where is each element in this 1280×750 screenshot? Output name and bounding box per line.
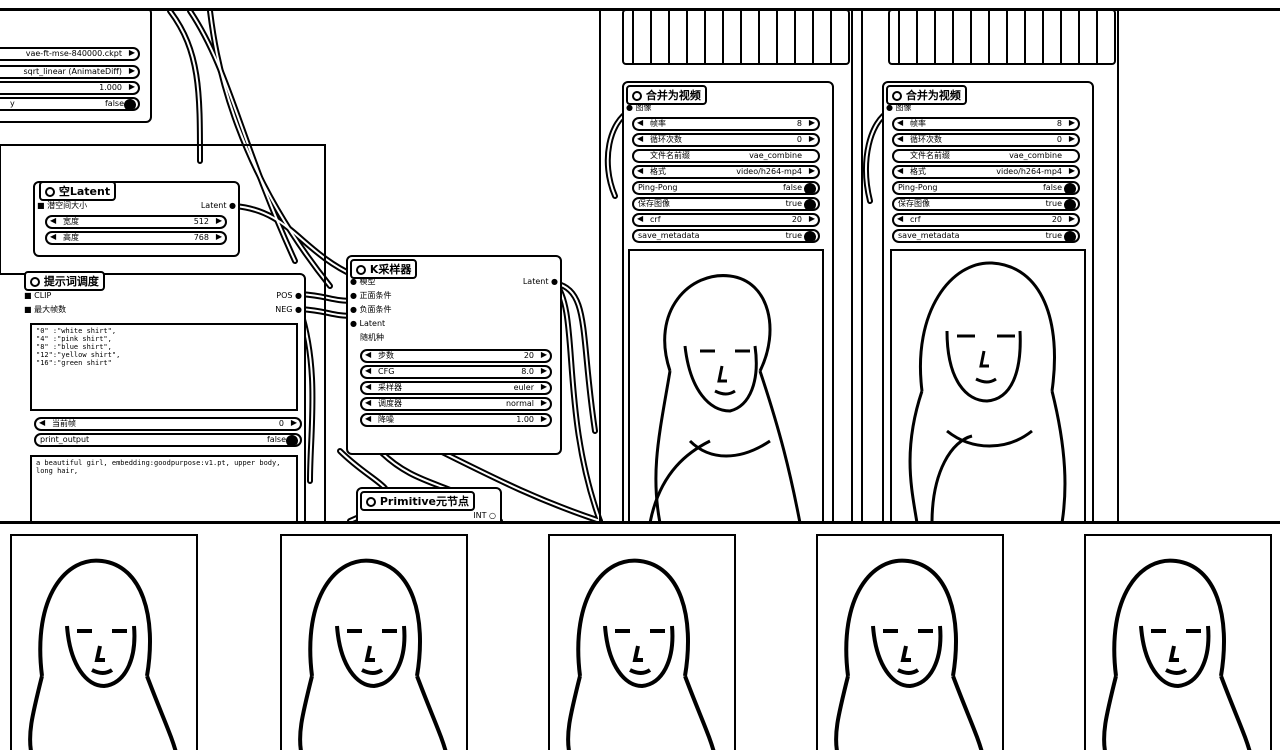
- positive-prompt-textarea[interactable]: a beautiful girl, embedding:goodpurpose:…: [30, 455, 298, 521]
- scheduler-widget[interactable]: ◀ 调度器 normal ▶: [360, 397, 552, 411]
- filename-prefix-widget[interactable]: 文件名前缀 vae_combine: [892, 149, 1080, 163]
- portrait-sketch: [298, 558, 448, 750]
- scale-widget[interactable]: 1.000 ▶: [0, 81, 140, 95]
- crf-widget[interactable]: ◀ crf 20 ▶: [892, 213, 1080, 227]
- positive-input-port[interactable]: ● 正面条件: [350, 291, 392, 300]
- steps-widget[interactable]: ◀ 步数 20 ▶: [360, 349, 552, 363]
- crf-widget[interactable]: ◀ crf 20 ▶: [632, 213, 820, 227]
- toggle-widget[interactable]: y false: [0, 97, 140, 111]
- portrait-sketch: [566, 558, 716, 750]
- clip-input-port[interactable]: ■ CLIP: [24, 291, 52, 300]
- empty-latent-node[interactable]: 空Latent ■ 潜空间大小 Latent ● ◀ 宽度 512 ▶ ◀ 高度 768 ▶: [33, 181, 240, 257]
- vae-name-widget[interactable]: vae-ft-mse-840000.ckpt ▶: [0, 47, 140, 61]
- collapse-dot-icon[interactable]: [632, 91, 642, 101]
- ksampler-node[interactable]: K采样器 ● 模型 ● 正面条件 ● 负面条件 ● Latent 随机种 Lat…: [346, 255, 562, 455]
- collapse-dot-icon[interactable]: [366, 497, 376, 507]
- save-images-toggle[interactable]: 保存图像 true: [632, 197, 820, 211]
- save-metadata-toggle[interactable]: save_metadata true: [632, 229, 820, 243]
- collapse-dot-icon[interactable]: [45, 187, 55, 197]
- save-metadata-toggle[interactable]: save_metadata true: [892, 229, 1080, 243]
- primitive-node[interactable]: Primitive元节点 INT ○: [356, 487, 502, 521]
- video-combine-node-a[interactable]: 合并为视频 ● 图像 ◀ 帧率 8 ▶ ◀ 循环次数 0 ▶ 文件名前缀 vae_combin…: [622, 81, 834, 521]
- frames-strip-b: [888, 11, 1116, 65]
- collapse-dot-icon[interactable]: [30, 277, 40, 287]
- node-title: 空Latent: [39, 181, 117, 201]
- format-widget[interactable]: ◀ 格式 video/h264-mp4 ▶: [632, 165, 820, 179]
- portrait-sketch: [648, 274, 802, 521]
- frame-thumbnail[interactable]: [816, 534, 1004, 750]
- seed-input-port[interactable]: 随机种: [360, 333, 384, 342]
- node-canvas[interactable]: vae-ft-mse-840000.ckpt ▶ sqrt_linear (Ani…: [0, 8, 1280, 524]
- collapse-dot-icon[interactable]: [892, 91, 902, 101]
- node-title: 提示词调度: [24, 271, 105, 291]
- loop-count-widget[interactable]: ◀ 循环次数 0 ▶: [892, 133, 1080, 147]
- frame-thumbnail[interactable]: [10, 534, 198, 750]
- height-widget[interactable]: ◀ 高度 768 ▶: [45, 231, 227, 245]
- filename-prefix-widget[interactable]: 文件名前缀 vae_combine: [632, 149, 820, 163]
- video-preview[interactable]: [628, 249, 824, 521]
- video-preview[interactable]: [890, 249, 1086, 521]
- pos-output-port[interactable]: POS ●: [276, 291, 302, 300]
- prompt-schedule-textarea[interactable]: "0" :"white shirt", "4" :"pink shirt", "…: [30, 323, 298, 411]
- neg-output-port[interactable]: NEG ●: [275, 305, 302, 314]
- frames-strip-a: [622, 11, 850, 65]
- ping-pong-toggle[interactable]: Ping-Pong false: [632, 181, 820, 195]
- frame-thumbnail[interactable]: [280, 534, 468, 750]
- collapse-dot-icon[interactable]: [356, 265, 366, 275]
- images-input-port[interactable]: ● 图像: [886, 103, 912, 112]
- node-title: K采样器: [350, 259, 418, 279]
- current-frame-widget[interactable]: ◀ 当前帧 0 ▶: [34, 417, 302, 431]
- negative-input-port[interactable]: ● 负面条件: [350, 305, 392, 314]
- node-title: 合并为视频: [886, 85, 967, 105]
- video-combine-node-b[interactable]: 合并为视频 ● 图像 ◀ 帧率 8 ▶ ◀ 循环次数 0 ▶ 文件名前缀 vae_combin…: [882, 81, 1094, 521]
- beta-schedule-widget[interactable]: sqrt_linear (AnimateDiff) ▶: [0, 65, 140, 79]
- model-input-port[interactable]: ● 模型: [350, 277, 376, 286]
- denoise-widget[interactable]: ◀ 降噪 1.00 ▶: [360, 413, 552, 427]
- portrait-sketch: [28, 558, 178, 750]
- latent-input-port[interactable]: ● Latent: [350, 319, 386, 328]
- frames-gallery: [0, 528, 1280, 750]
- format-widget[interactable]: ◀ 格式 video/h264-mp4 ▶: [892, 165, 1080, 179]
- ping-pong-toggle[interactable]: Ping-Pong false: [892, 181, 1080, 195]
- max-frames-input-port[interactable]: ■ 最大帧数: [24, 305, 67, 314]
- int-output-port[interactable]: INT ○: [473, 511, 496, 520]
- portrait-sketch: [834, 558, 984, 750]
- width-widget[interactable]: ◀ 宽度 512 ▶: [45, 215, 227, 229]
- frame-rate-widget[interactable]: ◀ 帧率 8 ▶: [632, 117, 820, 131]
- portrait-sketch: [908, 261, 1067, 521]
- prompt-schedule-node[interactable]: 提示词调度 ■ CLIP ■ 最大帧数 POS ● NEG ● "0" :"wh…: [0, 271, 306, 521]
- frame-thumbnail[interactable]: [1084, 534, 1272, 750]
- vae-loader-node[interactable]: vae-ft-mse-840000.ckpt ▶ sqrt_linear (Ani…: [0, 11, 152, 123]
- portrait-sketch: [1102, 558, 1252, 750]
- cfg-widget[interactable]: ◀ CFG 8.0 ▶: [360, 365, 552, 379]
- sampler-widget[interactable]: ◀ 采样器 euler ▶: [360, 381, 552, 395]
- loop-count-widget[interactable]: ◀ 循环次数 0 ▶: [632, 133, 820, 147]
- frame-rate-widget[interactable]: ◀ 帧率 8 ▶: [892, 117, 1080, 131]
- save-images-toggle[interactable]: 保存图像 true: [892, 197, 1080, 211]
- node-title: Primitive元节点: [360, 491, 475, 511]
- input-port[interactable]: ■ 潜空间大小: [37, 201, 88, 210]
- images-input-port[interactable]: ● 图像: [626, 103, 652, 112]
- node-title: 合并为视频: [626, 85, 707, 105]
- print-output-widget[interactable]: print_output false: [34, 433, 302, 447]
- latent-output-port[interactable]: Latent ●: [522, 277, 558, 286]
- frame-thumbnail[interactable]: [548, 534, 736, 750]
- output-port[interactable]: Latent ●: [200, 201, 236, 210]
